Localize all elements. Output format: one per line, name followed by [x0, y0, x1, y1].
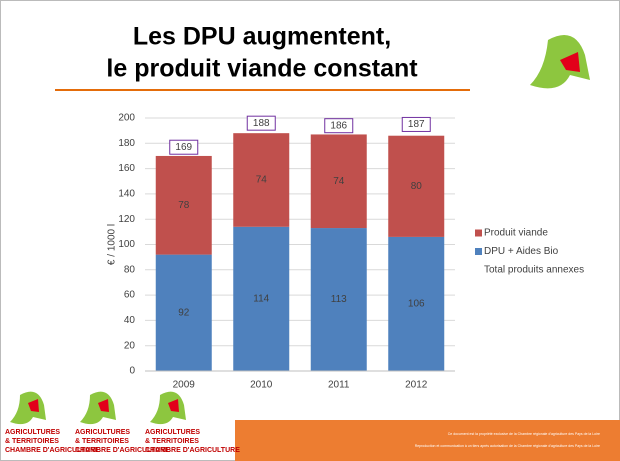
x-tick-label: 2012: [405, 380, 428, 391]
total-box: [169, 139, 199, 155]
bar-segment: [310, 134, 367, 229]
logo-text: CHAMBRE D'AGRICULTURE: [75, 447, 170, 454]
y-tick-label: 100: [118, 239, 135, 250]
total-box: [324, 118, 354, 134]
logo-text: & TERRITOIRES: [75, 438, 129, 445]
legend-label: Produit viande: [484, 228, 548, 239]
y-tick-label: 80: [124, 264, 136, 275]
logo-accent: [168, 399, 179, 412]
y-tick-label: 40: [124, 315, 136, 326]
bar-segment: [155, 155, 212, 255]
data-label: 92: [178, 307, 190, 318]
data-label: 74: [256, 175, 268, 186]
y-tick-label: 180: [118, 138, 135, 149]
legend-label: DPU + Aides Bio: [484, 246, 559, 257]
y-axis-label: € / 1000 l: [107, 224, 118, 265]
bar-segment: [388, 236, 445, 371]
logo-accent: [28, 399, 39, 412]
total-label: 186: [330, 120, 347, 131]
total-label: 188: [253, 118, 270, 129]
y-tick-label: 20: [124, 340, 136, 351]
y-tick-label: 160: [118, 163, 135, 174]
bar-segment: [233, 133, 290, 227]
logo-text: & TERRITOIRES: [145, 438, 199, 445]
data-label: 106: [408, 299, 425, 310]
data-label: 80: [411, 181, 423, 192]
footer-band: [235, 420, 620, 461]
total-label: 169: [175, 142, 192, 153]
x-tick-label: 2010: [250, 380, 273, 391]
x-tick-label: 2009: [173, 380, 196, 391]
logo-main: [530, 35, 590, 89]
legend-swatch: [475, 229, 482, 237]
y-tick-label: 140: [118, 189, 135, 200]
data-label: 113: [331, 294, 347, 305]
bar-segment: [233, 226, 290, 371]
logo-accent: [98, 399, 109, 412]
data-label: 114: [253, 294, 269, 305]
title-line: le produit viande constant: [106, 55, 418, 83]
total-label: 187: [408, 119, 425, 130]
bar-segment: [155, 254, 212, 371]
total-box: [246, 115, 276, 131]
data-label: 74: [333, 176, 345, 187]
logo-text: CHAMBRE D'AGRICULTURE: [145, 447, 240, 454]
footer-notice: Ce document est la propriété exclusive d…: [448, 432, 600, 436]
y-tick-label: 60: [124, 290, 136, 301]
y-tick-label: 120: [118, 214, 135, 225]
bar-segment: [310, 228, 367, 371]
logo-text: AGRICULTURES: [75, 429, 130, 436]
x-tick-label: 2011: [328, 380, 350, 391]
title-line: Les DPU augmentent,: [133, 23, 391, 51]
bar-segment: [388, 135, 445, 237]
y-tick-label: 0: [129, 366, 135, 377]
logo-text: AGRICULTURES: [5, 429, 60, 436]
y-tick-label: 200: [118, 113, 135, 124]
logo-text: CHAMBRE D'AGRICULTURE: [5, 447, 100, 454]
footer-logos: AGRICULTURES & TERRITOIRES CHAMBRE D'AGRIC…: [5, 391, 240, 454]
footer-notice: Reproduction et communication à un tiers…: [415, 444, 600, 448]
total-box: [401, 116, 431, 132]
data-label: 78: [178, 200, 190, 211]
legend-label: Total produits annexes: [484, 265, 584, 276]
logo-text: & TERRITOIRES: [5, 438, 59, 445]
logo-text: AGRICULTURES: [145, 429, 200, 436]
legend-swatch: [475, 248, 482, 255]
